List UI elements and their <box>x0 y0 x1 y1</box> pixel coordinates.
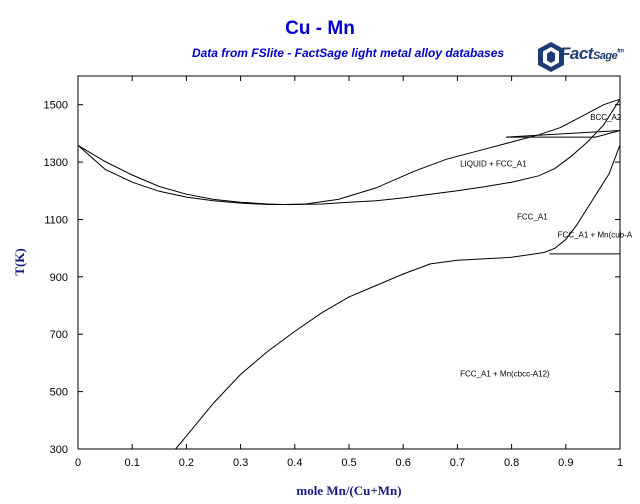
y-tick-label: 900 <box>50 272 68 284</box>
region-label: LIQUID + FCC_A1 <box>460 159 527 168</box>
y-tick-label: 700 <box>50 329 68 341</box>
x-tick-label: 0.4 <box>287 457 302 469</box>
x-tick-label: 1 <box>617 457 623 469</box>
x-tick-label: 0 <box>75 457 81 469</box>
x-tick-label: 0.2 <box>179 457 194 469</box>
phase-boundary-line-2 <box>77 98 621 205</box>
region-labels: BCC_A2 LIQUID + FCC_A1 FCC_A1 FCC_A1 + Mn(c… <box>460 113 633 379</box>
x-tick-label: 0.1 <box>125 457 140 469</box>
phase-boundary-line-3 <box>175 144 621 450</box>
x-tick-label: 0.8 <box>504 457 519 469</box>
x-axis-ticks: 0 0.1 0.2 0.3 0.4 0.5 0.6 0.7 0.8 0.9 1 <box>75 76 623 469</box>
y-tick-label: 1100 <box>44 214 68 226</box>
x-tick-label: 0.7 <box>450 457 465 469</box>
page-title: Cu - Mn <box>285 18 355 39</box>
logo-sub-text: Sage <box>592 50 618 62</box>
phase-boundary-line-4 <box>506 130 621 138</box>
phase-boundary-line-5 <box>506 130 621 138</box>
region-label: FCC_A1 + Mn(cbcc-A12) <box>460 370 550 379</box>
y-axis-title: T(K) <box>12 248 27 275</box>
logo-tm-text: tm <box>617 48 624 55</box>
x-tick-label: 0.3 <box>233 457 248 469</box>
x-tick-label: 0.5 <box>341 457 356 469</box>
region-label: BCC_A2 <box>590 113 622 122</box>
y-tick-label: 500 <box>50 387 68 399</box>
y-axis-ticks: 300 500 700 900 1100 1300 1500 <box>44 100 620 456</box>
region-label: FCC_A1 + Mn(cub-A <box>558 230 633 239</box>
plot-frame <box>77 75 621 450</box>
phase-boundary-lines <box>77 98 621 450</box>
y-tick-label: 1500 <box>44 100 68 112</box>
x-axis-title: mole Mn/(Cu+Mn) <box>296 483 401 498</box>
y-tick-label: 1300 <box>44 157 68 169</box>
factsage-logo: FactSagetm <box>536 40 636 74</box>
y-tick-label: 300 <box>50 444 68 456</box>
logo-main-text: Fact <box>560 44 593 63</box>
x-tick-label: 0.6 <box>396 457 411 469</box>
phase-boundary-line-1 <box>77 98 621 206</box>
page-subtitle: Data from FSlite - FactSage light metal … <box>191 46 505 60</box>
x-tick-label: 0.9 <box>558 457 573 469</box>
region-label: FCC_A1 <box>517 212 548 221</box>
logo-wordmark: FactSagetm <box>560 44 624 64</box>
hexagon-logo-icon <box>538 42 564 72</box>
